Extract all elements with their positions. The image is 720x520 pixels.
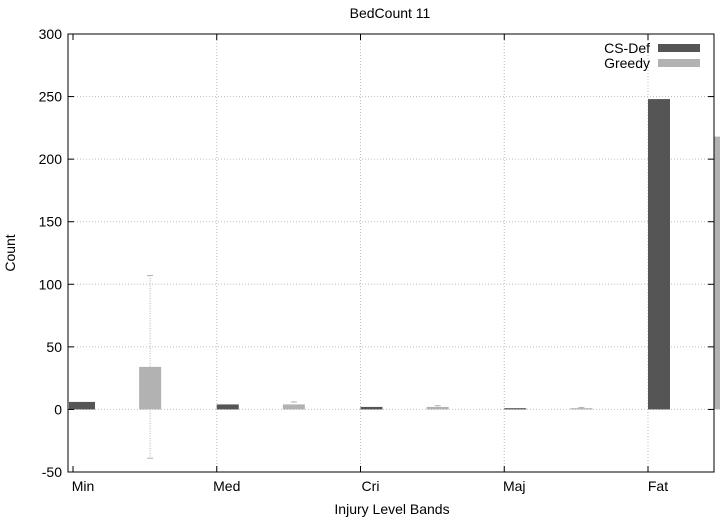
y-tick-label: 300 [39, 26, 63, 42]
bar-cs-def-cri [360, 406, 383, 410]
y-axis-ticks: -50 0 50 100 150 200 250 300 [39, 26, 714, 480]
grid-lines [68, 34, 714, 472]
y-tick-label: 0 [54, 401, 62, 417]
y-tick-label: -50 [42, 464, 62, 480]
y-tick-label: 250 [39, 89, 63, 105]
bar-cs-def-fat [648, 99, 670, 410]
bar-greedy-fat [714, 136, 720, 410]
y-tick-label: 50 [46, 339, 62, 355]
bar-cs-def-min [69, 401, 95, 410]
plot-frame [67, 33, 715, 473]
y-tick-label: 150 [39, 214, 63, 230]
y-axis-label: Count [2, 234, 18, 271]
x-tick-label: Min [72, 478, 95, 494]
legend-label: CS-Def [604, 40, 650, 56]
chart-title: BedCount 11 [350, 5, 431, 21]
bar-cs-def-med [216, 404, 239, 410]
x-axis-label: Injury Level Bands [334, 501, 449, 517]
x-tick-label: Med [213, 478, 240, 494]
error-bars [147, 275, 585, 459]
legend-swatch [658, 44, 700, 52]
legend-label: Greedy [604, 55, 650, 71]
y-tick-label: 200 [39, 151, 63, 167]
x-tick-label: Maj [503, 478, 526, 494]
x-tick-label: Cri [362, 478, 380, 494]
legend-swatch [658, 59, 700, 67]
y-tick-label: 100 [39, 276, 63, 292]
bars [69, 99, 720, 410]
x-axis-ticks: Min Med Cri Maj Fat [72, 34, 668, 494]
x-tick-label: Fat [648, 478, 668, 494]
bar-cs-def-maj [504, 408, 527, 410]
